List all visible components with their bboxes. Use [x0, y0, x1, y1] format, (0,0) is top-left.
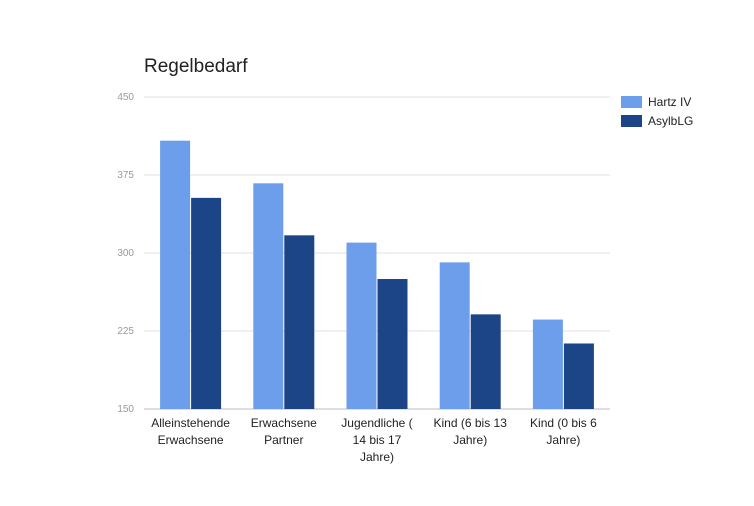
y-tick-label: 450 [117, 92, 134, 103]
x-tick-label: Jahre) [360, 450, 394, 464]
x-tick-label: Kind (0 bis 6 [530, 416, 597, 430]
y-tick-label: 375 [117, 170, 134, 181]
bar [253, 183, 284, 409]
bar [377, 279, 408, 409]
legend: Hartz IV AsylbLG [621, 95, 693, 128]
bar [532, 319, 563, 409]
chart-title: Regelbedarf [144, 56, 248, 77]
x-tick-label: Erwachsene [251, 416, 317, 430]
y-tick-label: 300 [117, 248, 134, 259]
x-tick-label: Alleinstehende [151, 416, 230, 430]
x-tick-label: Kind (6 bis 13 [434, 416, 508, 430]
bar [284, 235, 315, 409]
bar [191, 197, 222, 409]
bar [346, 242, 377, 409]
bar [470, 314, 501, 409]
y-tick-label: 225 [117, 326, 134, 337]
x-tick-label: Jahre) [546, 433, 580, 447]
bar [563, 343, 594, 409]
x-tick-label: Erwachsene [158, 433, 224, 447]
legend-label: AsylbLG [648, 114, 693, 128]
y-axis-ticks: 150 225 300 375 450 [117, 92, 134, 415]
x-tick-label: Jahre) [453, 433, 487, 447]
gridlines [144, 96, 610, 410]
y-tick-label: 150 [117, 404, 134, 415]
x-tick-label: Partner [264, 433, 303, 447]
bars [160, 140, 594, 409]
x-tick-label: Jugendliche ( [341, 416, 412, 430]
legend-swatch [621, 96, 642, 108]
bar [160, 140, 191, 409]
bar [439, 262, 470, 409]
x-axis-labels: Alleinstehende Erwachsene Erwachsene Partne… [151, 416, 597, 464]
legend-label: Hartz IV [648, 95, 691, 109]
legend-swatch [621, 115, 642, 127]
x-tick-label: 14 bis 17 [353, 433, 402, 447]
